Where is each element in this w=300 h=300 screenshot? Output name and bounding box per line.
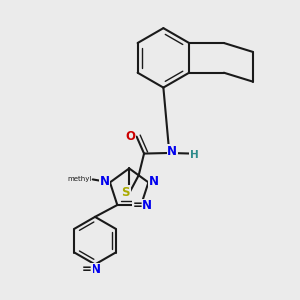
Text: N: N: [167, 145, 177, 158]
Text: S: S: [122, 186, 130, 199]
Text: =: =: [132, 200, 142, 212]
Text: O: O: [126, 130, 136, 142]
Text: N: N: [142, 200, 152, 212]
Text: =: =: [82, 263, 92, 276]
Text: N: N: [91, 263, 100, 276]
Text: H: H: [190, 150, 198, 160]
Text: N: N: [100, 175, 110, 188]
Text: methyl: methyl: [67, 176, 92, 182]
Text: N: N: [149, 175, 159, 188]
